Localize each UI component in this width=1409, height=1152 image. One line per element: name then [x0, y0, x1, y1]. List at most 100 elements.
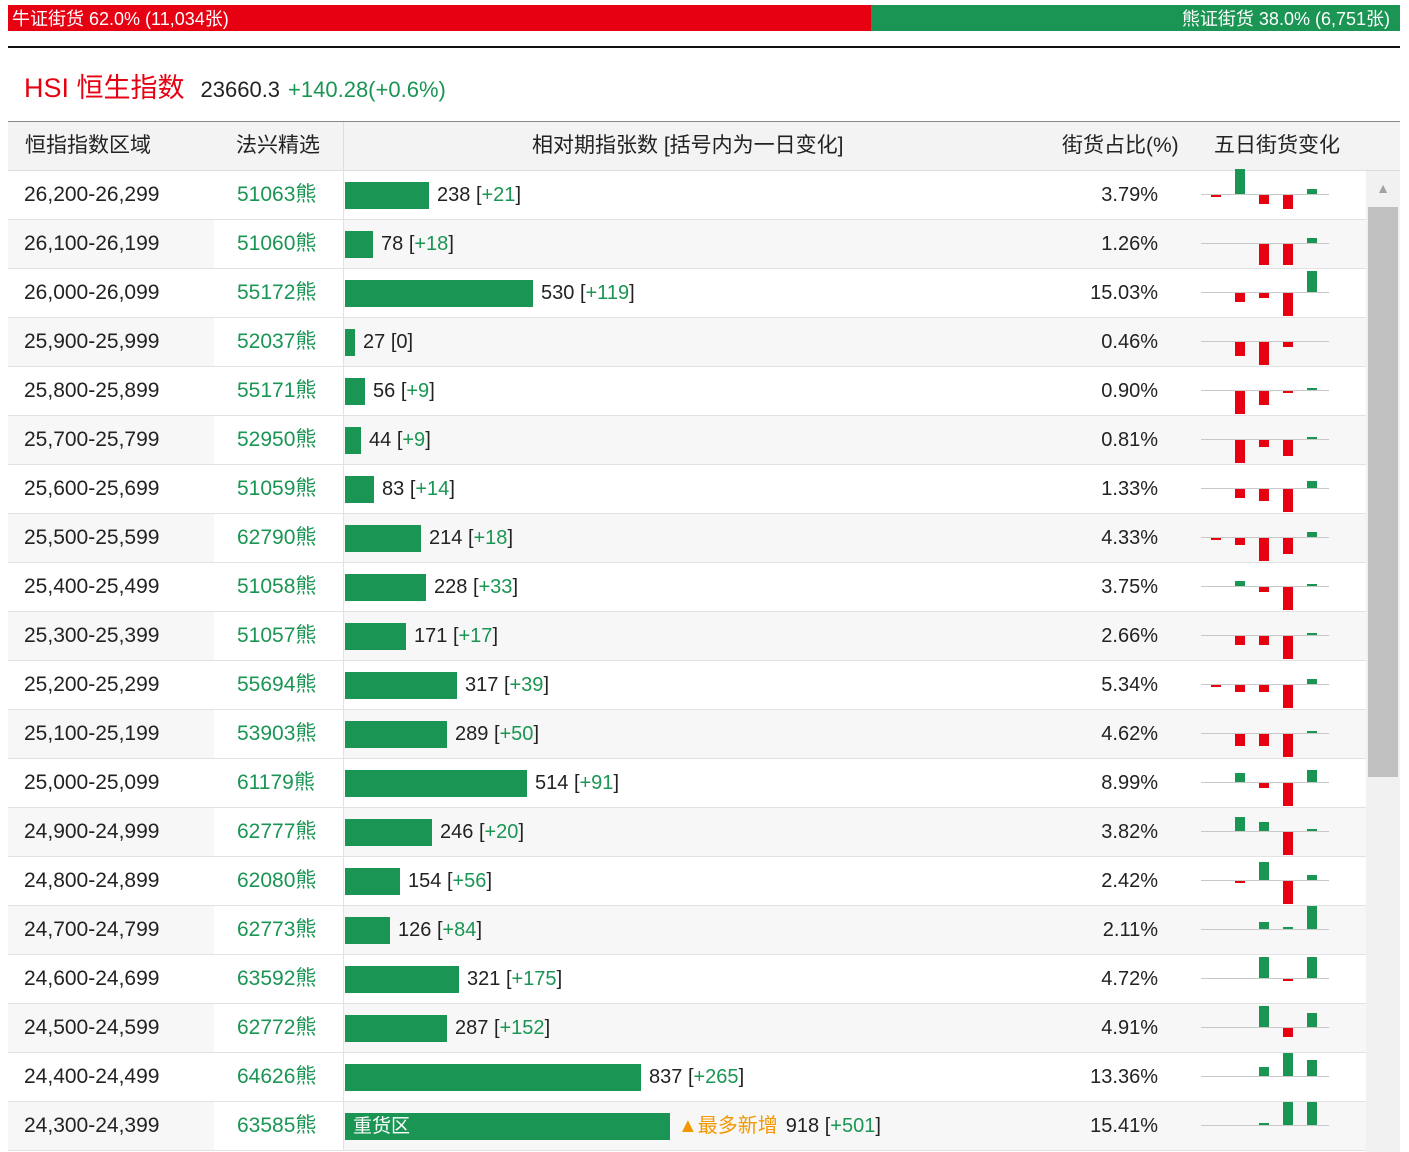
warrant-code-link[interactable]: 63592熊 [237, 967, 317, 990]
warrant-code-link[interactable]: 62080熊 [237, 869, 317, 892]
mini-chart-baseline [1201, 733, 1329, 734]
table-row[interactable]: 25,700-25,799 52950熊 44 [+9] 0.81% [8, 416, 1366, 465]
column-separator [343, 710, 344, 758]
share-cell: 3.79% [1101, 184, 1158, 206]
range-cell: 25,400-25,499 [24, 575, 160, 598]
vertical-scrollbar[interactable]: ▲ [1366, 171, 1400, 1152]
table-row[interactable]: 25,800-25,899 55171熊 56 [+9] 0.90% [8, 367, 1366, 416]
five-day-bar [1307, 532, 1317, 537]
warrant-code-link[interactable]: 63585熊 [237, 1114, 317, 1137]
warrant-code-link[interactable]: 51058熊 [237, 575, 317, 598]
code-cell-background [214, 563, 343, 611]
table-row[interactable]: 25,400-25,499 51058熊 228 [+33] 3.75% [8, 563, 1366, 612]
scrollbar-thumb[interactable] [1368, 207, 1398, 777]
code-cell-background [214, 465, 343, 513]
bracket-open: [ [396, 429, 403, 451]
warrant-code-link[interactable]: 51059熊 [237, 477, 317, 500]
warrant-code-link[interactable]: 55171熊 [237, 379, 317, 402]
table-row[interactable]: 25,500-25,599 62790熊 214 [+18] 4.33% [8, 514, 1366, 563]
column-separator [343, 955, 344, 1003]
table-row[interactable]: 26,100-26,199 51060熊 78 [+18] 1.26% [8, 220, 1366, 269]
mini-chart-baseline [1201, 782, 1329, 783]
five-day-bar [1307, 731, 1317, 733]
bracket-close: ] [613, 772, 619, 794]
table-row[interactable]: 26,200-26,299 51063熊 238 [+21] 3.79% [8, 169, 1366, 220]
contracts-count: 83 [382, 478, 405, 500]
code-cell-background [214, 808, 343, 856]
five-day-bar [1259, 1123, 1269, 1125]
table-row[interactable]: 24,800-24,899 62080熊 154 [+56] 2.42% [8, 857, 1366, 906]
five-day-mini-chart [1201, 269, 1329, 317]
warrant-code-link[interactable]: 51057熊 [237, 624, 317, 647]
code-cell-background [214, 906, 343, 954]
warrant-code-link[interactable]: 64626熊 [237, 1065, 317, 1088]
warrant-code-link[interactable]: 55694熊 [237, 673, 317, 696]
five-day-bar [1235, 489, 1245, 498]
outstanding-table: 恒指指数区域 法兴精选 相对期指张数 [括号内为一日变化] 街货占比(%) 五日… [8, 121, 1400, 1152]
table-row[interactable]: 25,000-25,099 61179熊 514 [+91] 8.99% [8, 759, 1366, 808]
table-row[interactable]: 24,500-24,599 62772熊 287 [+152] 4.91% [8, 1004, 1366, 1053]
daily-change: +119 [585, 282, 630, 304]
column-separator [343, 269, 344, 317]
warrant-code-link[interactable]: 55172熊 [237, 281, 317, 304]
bracket-close: ] [629, 282, 635, 304]
bracket-open: [ [400, 380, 407, 402]
most-added-note: ▲最多新增 [678, 1115, 778, 1137]
table-row[interactable]: 25,600-25,699 51059熊 83 [+14] 1.33% [8, 465, 1366, 514]
section-divider [8, 46, 1400, 48]
table-row[interactable]: 24,300-24,399 63585熊 重货区 ▲最多新增 918 [+501] 15.… [8, 1102, 1366, 1151]
warrant-code-link[interactable]: 62790熊 [237, 526, 317, 549]
column-separator [343, 1053, 344, 1101]
warrant-code-link[interactable]: 53903熊 [237, 722, 317, 745]
contracts-value: 83 [+14] [382, 465, 455, 513]
contracts-value: 530 [+119] [541, 269, 635, 317]
five-day-bar [1235, 773, 1245, 782]
table-row[interactable]: 24,400-24,499 64626熊 837 [+265] 13.36% [8, 1053, 1366, 1102]
five-day-bar [1307, 633, 1317, 635]
contracts-count: 246 [440, 821, 474, 843]
table-row[interactable]: 25,900-25,999 52037熊 27 [0] 0.46% [8, 318, 1366, 367]
warrant-code-link[interactable]: 52950熊 [237, 428, 317, 451]
five-day-bar [1235, 685, 1245, 692]
contracts-bar [345, 378, 365, 405]
code-cell-background [214, 612, 343, 660]
contracts-count: 27 [363, 331, 386, 353]
five-day-mini-chart [1201, 661, 1329, 709]
bracket-open: [ [687, 1066, 694, 1088]
daily-change: +21 [481, 184, 516, 206]
table-row[interactable]: 24,700-24,799 62773熊 126 [+84] 2.11% [8, 906, 1366, 955]
warrant-code-link[interactable]: 62773熊 [237, 918, 317, 941]
contracts-value: 78 [+18] [381, 220, 454, 268]
contracts-count: 126 [398, 919, 432, 941]
share-cell: 4.62% [1101, 723, 1158, 745]
share-cell: 4.91% [1101, 1017, 1158, 1039]
warrant-code-link[interactable]: 52037熊 [237, 330, 317, 353]
bracket-close: ] [407, 331, 414, 353]
contracts-count: 238 [437, 184, 471, 206]
five-day-bar [1307, 829, 1317, 831]
five-day-bar [1283, 979, 1293, 981]
share-cell: 5.34% [1101, 674, 1158, 696]
contracts-count: 78 [381, 233, 404, 255]
mini-chart-baseline [1201, 831, 1329, 832]
triangle-up-icon[interactable]: ▲ [1376, 180, 1390, 196]
warrant-code-link[interactable]: 62772熊 [237, 1016, 317, 1039]
warrant-code-link[interactable]: 61179熊 [237, 771, 315, 794]
table-row[interactable]: 25,100-25,199 53903熊 289 [+50] 4.62% [8, 710, 1366, 759]
table-row[interactable]: 25,200-25,299 55694熊 317 [+39] 5.34% [8, 661, 1366, 710]
range-cell: 26,000-26,099 [24, 281, 160, 304]
warrant-code-link[interactable]: 62777熊 [237, 820, 317, 843]
five-day-mini-chart [1201, 1102, 1329, 1150]
table-row[interactable]: 25,300-25,399 51057熊 171 [+17] 2.66% [8, 612, 1366, 661]
warrant-code-link[interactable]: 51063熊 [237, 183, 317, 206]
warrant-code-link[interactable]: 51060熊 [237, 232, 317, 255]
share-cell: 13.36% [1090, 1066, 1158, 1088]
five-day-bar [1283, 244, 1293, 265]
five-day-bar [1283, 440, 1293, 456]
mini-chart-baseline [1201, 978, 1329, 979]
table-row[interactable]: 24,600-24,699 63592熊 321 [+175] 4.72% [8, 955, 1366, 1004]
column-separator [343, 416, 344, 464]
table-row[interactable]: 26,000-26,099 55172熊 530 [+119] 15.03% [8, 269, 1366, 318]
table-row[interactable]: 24,900-24,999 62777熊 246 [+20] 3.82% [8, 808, 1366, 857]
header-contracts: 相对期指张数 [括号内为一日变化] [532, 134, 844, 157]
